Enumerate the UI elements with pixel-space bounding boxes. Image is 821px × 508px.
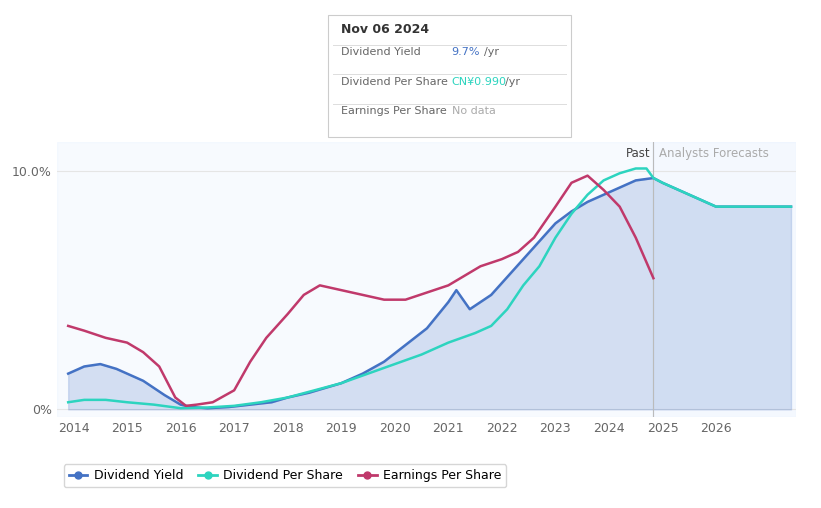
Text: Dividend Per Share: Dividend Per Share <box>341 77 447 87</box>
Text: /yr: /yr <box>505 77 520 87</box>
Bar <box>57 142 654 417</box>
Text: Nov 06 2024: Nov 06 2024 <box>341 23 429 36</box>
Bar <box>654 142 796 417</box>
Text: Past: Past <box>626 147 651 160</box>
Text: 9.7%: 9.7% <box>452 47 480 57</box>
Text: Dividend Yield: Dividend Yield <box>341 47 420 57</box>
Text: /yr: /yr <box>484 47 499 57</box>
Text: Analysts Forecasts: Analysts Forecasts <box>658 147 768 160</box>
Legend: Dividend Yield, Dividend Per Share, Earnings Per Share: Dividend Yield, Dividend Per Share, Earn… <box>64 464 507 487</box>
Text: CN¥0.990: CN¥0.990 <box>452 77 507 87</box>
Text: No data: No data <box>452 106 495 116</box>
Text: Earnings Per Share: Earnings Per Share <box>341 106 447 116</box>
